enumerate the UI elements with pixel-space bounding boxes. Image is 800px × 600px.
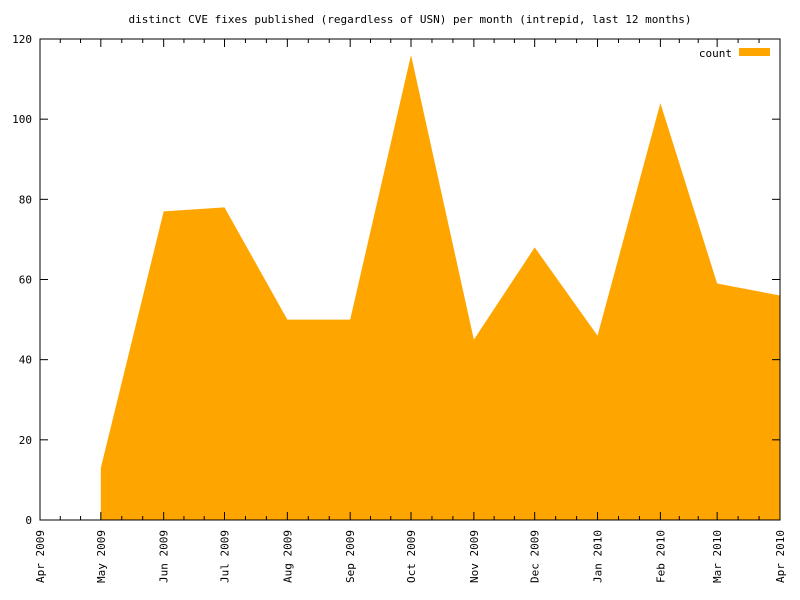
legend-swatch-count xyxy=(739,48,770,56)
x-tick-label: Feb 2010 xyxy=(654,530,667,583)
y-tick-label: 100 xyxy=(12,113,32,126)
legend: count xyxy=(699,47,770,60)
y-tick-label: 40 xyxy=(19,354,32,367)
y-tick-label: 0 xyxy=(25,514,32,527)
x-tick-label: Sep 2009 xyxy=(344,530,357,583)
x-tick-label: Apr 2010 xyxy=(774,530,787,583)
x-tick-label: Apr 2009 xyxy=(34,530,47,583)
x-tick-label: Jul 2009 xyxy=(218,530,231,583)
y-tick-label: 20 xyxy=(19,434,32,447)
y-tick-label: 120 xyxy=(12,33,32,46)
y-tick-label: 80 xyxy=(19,193,32,206)
x-tick-label: Nov 2009 xyxy=(468,530,481,583)
x-tick-label: Mar 2010 xyxy=(711,530,724,583)
x-tick-label: Oct 2009 xyxy=(405,530,418,583)
legend-label-count: count xyxy=(699,47,732,60)
y-tick-label: 60 xyxy=(19,274,32,287)
x-tick-label: Dec 2009 xyxy=(529,530,542,583)
chart-title: distinct CVE fixes published (regardless… xyxy=(129,13,692,26)
x-tick-label: Jan 2010 xyxy=(592,530,605,583)
area-series-count xyxy=(100,55,781,521)
x-tick-label: May 2009 xyxy=(95,530,108,583)
plot-frame xyxy=(39,38,781,521)
x-tick-label: Jun 2009 xyxy=(158,530,171,583)
x-tick-label: Aug 2009 xyxy=(281,530,294,583)
